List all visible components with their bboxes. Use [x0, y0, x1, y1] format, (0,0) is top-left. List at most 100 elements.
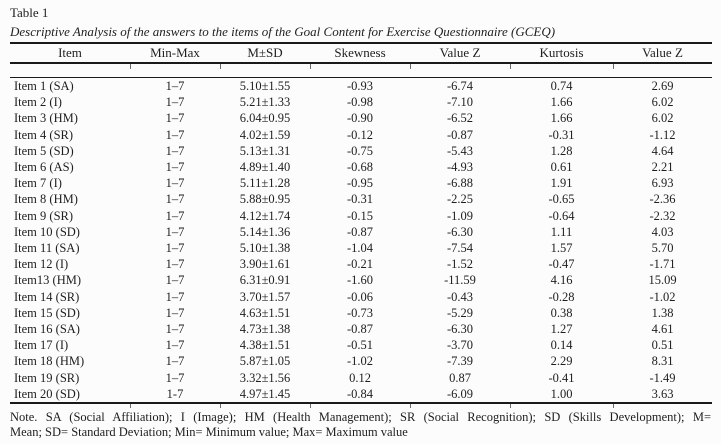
cell-value-z-skewness: -5.29 — [446, 305, 474, 320]
cell-min-max: 1–7 — [165, 127, 185, 142]
cell-kurtosis: 1.66 — [550, 95, 573, 110]
cell-value-z-skewness: -7.10 — [446, 95, 474, 110]
cell-kurtosis: 1.91 — [550, 176, 573, 191]
cell-skewness: -0.98 — [346, 95, 374, 110]
cell-value-z-kurtosis: 2.21 — [651, 160, 674, 175]
table-row: Item 3 (HM) 1–7 6.04±0.95 -0.90 -6.52 1.66 6.0… — [10, 110, 712, 126]
gceq-descriptives-table: Item Min-Max M±SD Skewness Value Z Kurto… — [10, 42, 712, 405]
cell-value-z-kurtosis: -1.49 — [649, 370, 676, 385]
cell-min-max: 1–7 — [165, 370, 185, 385]
cell-value-z-kurtosis: 4.61 — [651, 322, 674, 337]
spacer-cell — [220, 63, 310, 78]
column-header-m-sd: M±SD — [220, 43, 310, 64]
note-line-1: Note. SA (Social Affiliation); I (Image)… — [10, 410, 711, 425]
cell-min-max: 1–7 — [165, 192, 185, 207]
table-row: Item 16 (SA) 1–7 4.73±1.38 -0.87 -6.30 1.27 4.… — [10, 321, 712, 337]
cell-m-sd: 4.73±1.38 — [239, 322, 291, 337]
cell-skewness: -1.02 — [346, 354, 374, 369]
table-row: Item 19 (SR) 1–7 3.32±1.56 0.12 0.87 -0.41 -1.… — [10, 370, 712, 386]
spacer-cell — [310, 63, 410, 78]
table-row: Item 18 (HM) 1–7 5.87±1.05 -1.02 -7.39 2.29 8.… — [10, 353, 712, 369]
column-header-min-max: Min-Max — [130, 43, 220, 64]
cell-value-z-kurtosis: 6.02 — [651, 111, 674, 126]
cell-item: Item 7 (I) — [14, 176, 62, 191]
spacer-cell — [10, 63, 130, 78]
cell-skewness: -0.75 — [346, 143, 374, 158]
cell-value-z-kurtosis: 2.69 — [651, 79, 674, 93]
cell-m-sd: 5.13±1.31 — [239, 143, 291, 158]
cell-value-z-skewness: -0.87 — [446, 127, 474, 142]
cell-value-z-skewness: -6.30 — [446, 322, 474, 337]
table-row: Item 5 (SD) 1–7 5.13±1.31 -0.75 -5.43 1.28 4.6… — [10, 143, 712, 159]
cell-kurtosis: -0.28 — [548, 289, 575, 304]
cell-value-z-skewness: -2.25 — [446, 192, 474, 207]
cell-value-z-skewness: -0.43 — [446, 289, 474, 304]
cell-item: Item 8 (HM) — [14, 192, 78, 207]
cell-item: Item 12 (I) — [14, 257, 69, 272]
cell-kurtosis: -0.41 — [548, 370, 575, 385]
table-row: Item 15 (SD) 1–7 4.63±1.51 -0.73 -5.29 0.38 1.… — [10, 305, 712, 321]
cell-m-sd: 3.90±1.61 — [239, 257, 291, 272]
table-row: Item13 (HM) 1–7 6.31±0.91 -1.60 -11.59 4.16 15… — [10, 272, 712, 288]
table-row: Item 20 (SD) 1-7 4.97±1.45 -0.84 -6.09 1.00 3.… — [10, 386, 712, 403]
cell-kurtosis: 1.11 — [550, 224, 573, 239]
table-row: Item 8 (HM) 1–7 5.88±0.95 -0.31 -2.25 -0.65 -2… — [10, 191, 712, 207]
cell-item: Item 14 (SR) — [14, 289, 80, 304]
cell-min-max: 1–7 — [165, 241, 185, 256]
table-row: Item 7 (I) 1–7 5.11±1.28 -0.95 -6.88 1.91 6.93 — [10, 175, 712, 191]
cell-item: Item 15 (SD) — [14, 305, 80, 320]
cell-skewness: -1.04 — [346, 241, 374, 256]
cell-min-max: 1–7 — [165, 224, 185, 239]
cell-value-z-kurtosis: -1.71 — [649, 257, 676, 272]
cell-min-max: 1–7 — [165, 354, 185, 369]
cell-value-z-kurtosis: 3.63 — [651, 386, 674, 401]
cell-m-sd: 4.97±1.45 — [239, 386, 291, 401]
cell-item: Item 18 (HM) — [14, 354, 85, 369]
cell-value-z-kurtosis: 4.03 — [651, 224, 674, 239]
cell-value-z-skewness: -7.39 — [446, 354, 474, 369]
table-row: Item 11 (SA) 1–7 5.10±1.38 -1.04 -7.54 1.57 5.… — [10, 240, 712, 256]
cell-m-sd: 5.88±0.95 — [239, 192, 291, 207]
cell-kurtosis: 0.61 — [550, 160, 573, 175]
cell-kurtosis: 0.14 — [550, 338, 573, 353]
cell-value-z-skewness: -1.52 — [446, 257, 474, 272]
cell-value-z-skewness: -1.09 — [446, 208, 474, 223]
cell-item: Item 17 (I) — [14, 338, 69, 353]
cell-m-sd: 5.11±1.28 — [239, 176, 291, 191]
cell-value-z-skewness: -6.30 — [446, 224, 474, 239]
cell-m-sd: 4.89±1.40 — [239, 160, 291, 175]
cell-min-max: 1–7 — [165, 338, 185, 353]
table-row: Item 10 (SD) 1–7 5.14±1.36 -0.87 -6.30 1.11 4.… — [10, 224, 712, 240]
cell-m-sd: 4.63±1.51 — [239, 305, 291, 320]
cell-item: Item 20 (SD) — [14, 386, 80, 401]
cell-min-max: 1–7 — [165, 289, 185, 304]
cell-kurtosis: 2.29 — [550, 354, 573, 369]
cell-skewness: -0.12 — [346, 127, 374, 142]
cell-value-z-kurtosis: 4.64 — [651, 143, 674, 158]
note-line-2: Mean; SD= Standard Deviation; Min= Minim… — [10, 424, 408, 439]
cell-item: Item 9 (SR) — [14, 208, 74, 223]
table-row: Item 17 (I) 1–7 4.38±1.51 -0.51 -3.70 0.14 0.5… — [10, 337, 712, 353]
cell-min-max: 1–7 — [165, 208, 185, 223]
spacer-cell — [613, 63, 712, 78]
cell-m-sd: 4.38±1.51 — [239, 338, 291, 353]
cell-value-z-kurtosis: 15.09 — [648, 273, 677, 288]
cell-min-max: 1–7 — [165, 257, 185, 272]
cell-kurtosis: -0.64 — [548, 208, 575, 223]
cell-skewness: -0.51 — [346, 338, 374, 353]
cell-item: Item 2 (I) — [14, 95, 62, 110]
cell-min-max: 1-7 — [166, 386, 184, 401]
cell-value-z-skewness: -4.93 — [446, 160, 474, 175]
table-row: Item 1 (SA) 1–7 5.10±1.55 -0.93 -6.74 0.74 2.6… — [10, 78, 712, 95]
cell-m-sd: 5.10±1.55 — [239, 79, 291, 93]
cell-min-max: 1–7 — [165, 176, 185, 191]
cell-item: Item13 (HM) — [14, 273, 81, 288]
cell-skewness: -0.73 — [346, 305, 374, 320]
column-boundary-ticks — [10, 404, 712, 410]
cell-skewness: -0.31 — [346, 192, 374, 207]
table-row: Item 4 (SR) 1–7 4.02±1.59 -0.12 -0.87 -0.31 -1… — [10, 127, 712, 143]
cell-m-sd: 6.04±0.95 — [239, 111, 291, 126]
cell-kurtosis: -0.65 — [548, 192, 575, 207]
cell-kurtosis: -0.31 — [548, 127, 575, 142]
